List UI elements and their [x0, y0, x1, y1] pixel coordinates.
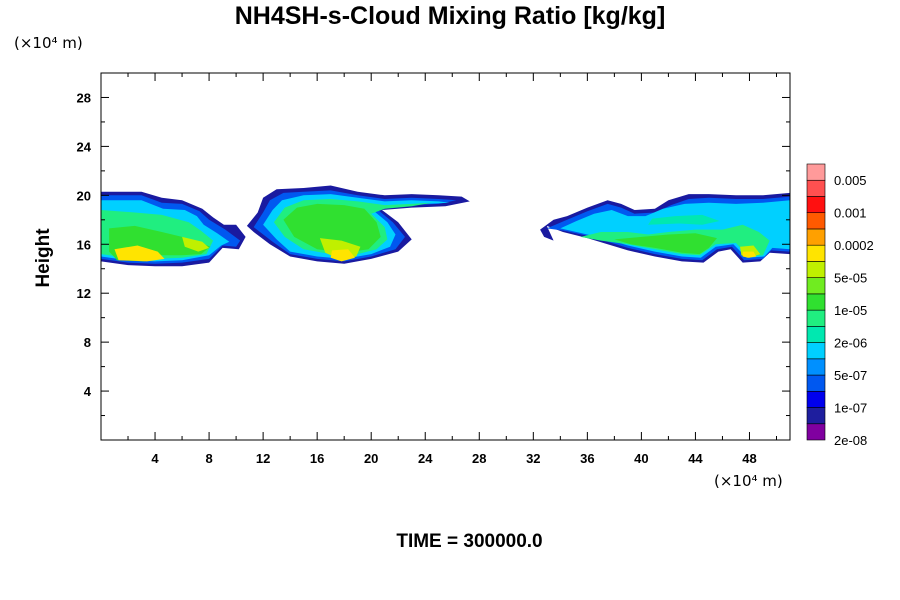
y-tick-label: 20	[77, 188, 91, 203]
colorbar-swatch	[806, 342, 826, 360]
x-tick-label: 28	[472, 451, 486, 466]
colorbar-swatch	[806, 261, 826, 278]
x-tick-label: 32	[526, 451, 540, 466]
y-tick-label: 8	[84, 335, 91, 350]
y-tick-label: 16	[77, 237, 91, 252]
cloud-region	[283, 203, 381, 253]
colorbar-swatch	[806, 326, 826, 343]
colorbar-swatch	[806, 163, 826, 181]
x-tick-label: 48	[742, 451, 756, 466]
x-tick-label: 12	[256, 451, 270, 466]
colorbar-label: 0.001	[834, 206, 867, 221]
colorbar-swatch	[806, 196, 826, 214]
cloud-field	[101, 185, 790, 267]
colorbar-swatch	[806, 423, 826, 441]
colorbar-swatch	[806, 358, 826, 376]
time-label: TIME = 300000.0	[396, 531, 543, 552]
plot-frame	[100, 72, 791, 441]
colorbar-label: 1e-07	[834, 401, 867, 416]
x-tick-label: 20	[364, 451, 378, 466]
colorbar-swatch	[806, 309, 826, 327]
x-tick-label: 16	[310, 451, 324, 466]
x-tick-label: 8	[205, 451, 212, 466]
cloud-region	[648, 214, 720, 225]
colorbar-label: 2e-08	[834, 433, 867, 448]
colorbar: 0.005 0.001 0.0002 5e-05 1e-05 2e-06 5e-07 1e-0…	[806, 163, 874, 448]
y-tick-label: 24	[77, 139, 92, 154]
colorbar-swatch	[806, 179, 826, 197]
cloud-region	[614, 233, 717, 255]
colorbar-swatch	[806, 374, 826, 392]
colorbar-swatch	[806, 277, 826, 295]
colorbar-swatch	[806, 293, 826, 311]
cloud-region	[182, 236, 210, 252]
y-tick-label: 28	[77, 90, 91, 105]
y-tick-label: 4	[84, 384, 92, 399]
cloud-region	[560, 200, 790, 258]
cloud-region	[742, 251, 757, 258]
colorbar-label: 5e-05	[834, 271, 867, 286]
colorbar-label: 5e-07	[834, 368, 867, 383]
x-axis: 4 8 12 16 20 24 28 32 36 40 44 48	[127, 73, 777, 466]
y-unit-label: (×10⁴ m)	[14, 34, 83, 52]
cloud-region	[330, 249, 355, 262]
x-tick-label: 44	[688, 451, 703, 466]
cloud-region	[114, 245, 165, 262]
x-tick-label: 40	[634, 451, 648, 466]
colorbar-swatch	[806, 390, 826, 408]
colorbar-swatch	[806, 228, 826, 246]
x-unit-label: (×10⁴ m)	[714, 472, 783, 490]
colorbar-swatch	[806, 244, 826, 262]
colorbar-label: 0.0002	[834, 238, 874, 253]
chart-title: NH4SH-s-Cloud Mixing Ratio [kg/kg]	[234, 2, 666, 30]
x-tick-label: 36	[580, 451, 594, 466]
colorbar-label: 0.005	[834, 173, 867, 188]
colorbar-swatch	[806, 212, 826, 230]
x-tick-label: 24	[418, 451, 433, 466]
x-tick-label: 4	[151, 451, 159, 466]
y-tick-label: 12	[77, 286, 91, 301]
y-axis: 4 8 12 16 20 24 28	[77, 90, 790, 417]
colorbar-swatch	[806, 407, 826, 425]
colorbar-label: 2e-06	[834, 336, 867, 351]
colorbar-label: 1e-05	[834, 303, 867, 318]
